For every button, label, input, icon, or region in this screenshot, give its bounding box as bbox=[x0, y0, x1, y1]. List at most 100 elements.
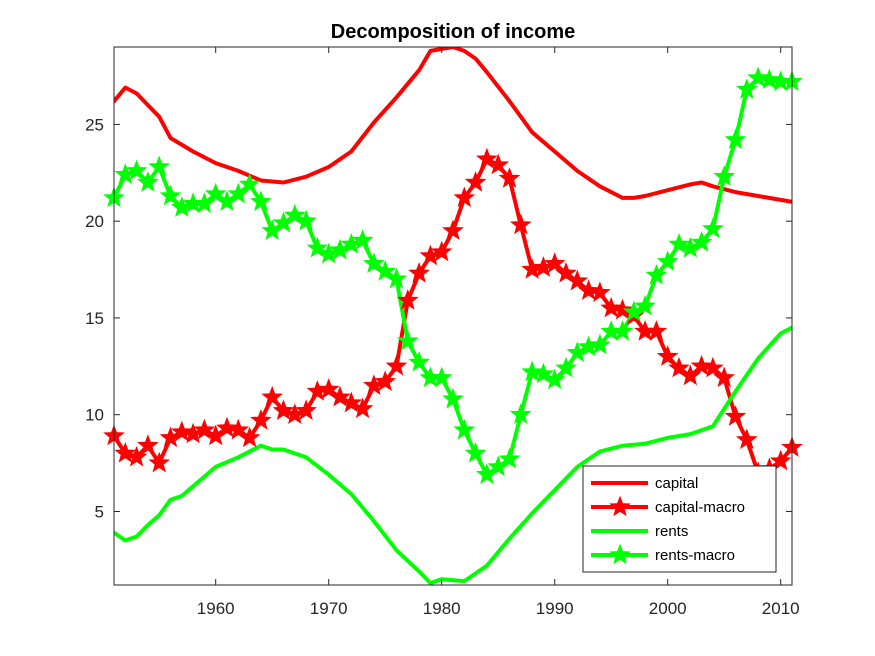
data-point-capital-macro bbox=[137, 434, 159, 455]
data-point-capital-macro bbox=[261, 385, 284, 407]
legend-entry: capital-macro bbox=[591, 495, 745, 517]
x-tick-label: 1960 bbox=[197, 599, 235, 618]
data-point-capital-macro bbox=[114, 441, 137, 463]
data-point-rents-macro bbox=[351, 229, 374, 250]
data-point-capital-macro bbox=[487, 153, 510, 175]
data-point-capital-macro bbox=[735, 428, 758, 450]
data-point-rents-macro bbox=[238, 172, 261, 194]
data-point-rents-macro bbox=[396, 329, 419, 351]
data-point-capital-macro bbox=[329, 385, 351, 407]
data-point-rents-macro bbox=[589, 333, 611, 355]
y-tick-label: 15 bbox=[85, 309, 104, 328]
data-point-rents-macro bbox=[408, 350, 430, 372]
data-point-rents-macro bbox=[159, 184, 182, 206]
data-point-capital-macro bbox=[498, 167, 521, 188]
data-point-capital-macro bbox=[453, 186, 476, 208]
data-point-capital-macro bbox=[724, 405, 747, 426]
data-point-capital-macro bbox=[656, 345, 679, 366]
x-tick-label: 1970 bbox=[310, 599, 348, 618]
data-point-capital-macro bbox=[566, 269, 589, 291]
data-point-rents-macro bbox=[702, 217, 724, 239]
data-point-rents-macro bbox=[363, 252, 385, 273]
data-point-rents-macro bbox=[430, 366, 453, 388]
data-point-capital-macro bbox=[408, 261, 430, 283]
data-point-rents-macro bbox=[747, 66, 769, 88]
data-point-rents-macro bbox=[148, 155, 171, 177]
data-point-capital-macro bbox=[509, 213, 532, 235]
legend-label: capital bbox=[655, 475, 698, 492]
y-tick-label: 25 bbox=[85, 115, 104, 134]
data-point-capital-macro bbox=[769, 449, 792, 471]
data-point-capital-macro bbox=[645, 320, 668, 341]
data-point-rents-macro bbox=[137, 171, 159, 192]
legend-label: rents-macro bbox=[655, 547, 735, 564]
data-point-capital-macro bbox=[295, 399, 317, 421]
data-point-rents-macro bbox=[724, 128, 747, 150]
series-line-rents-macro bbox=[114, 76, 792, 477]
chart-title: Decomposition of income bbox=[331, 21, 575, 43]
data-point-rents-macro bbox=[453, 418, 476, 440]
data-point-capital-macro bbox=[227, 418, 250, 440]
legend-label: capital-macro bbox=[655, 499, 745, 516]
data-point-rents-macro bbox=[645, 263, 668, 285]
data-point-capital-macro bbox=[351, 397, 374, 419]
legend-marker bbox=[609, 495, 631, 517]
data-point-capital-macro bbox=[193, 418, 216, 440]
data-point-rents-macro bbox=[442, 387, 464, 409]
series-line-capital bbox=[114, 47, 792, 204]
data-point-rents-macro bbox=[385, 267, 408, 289]
plot-area bbox=[103, 47, 803, 585]
data-point-capital-macro bbox=[340, 391, 363, 413]
legend-label: rents bbox=[655, 523, 688, 540]
data-point-capital-macro bbox=[555, 261, 577, 283]
data-point-capital-macro bbox=[430, 240, 453, 262]
x-tick-label: 1990 bbox=[536, 599, 574, 618]
data-point-rents-macro bbox=[125, 159, 148, 181]
data-point-capital-macro bbox=[170, 420, 193, 442]
x-tick-label: 2010 bbox=[762, 599, 800, 618]
data-point-rents-macro bbox=[543, 368, 566, 390]
data-point-capital-macro bbox=[442, 219, 464, 241]
x-tick-label: 2000 bbox=[649, 599, 687, 618]
data-point-rents-macro bbox=[295, 209, 317, 231]
data-point-capital-macro bbox=[250, 409, 272, 430]
data-point-capital-macro bbox=[216, 416, 238, 438]
data-point-capital-macro bbox=[272, 399, 295, 421]
legend-marker bbox=[609, 543, 631, 565]
data-point-rents-macro bbox=[283, 203, 306, 225]
data-point-capital-macro bbox=[600, 296, 623, 318]
legend: capital capital-macro rents rents-macro bbox=[582, 465, 777, 573]
data-point-rents-macro bbox=[668, 232, 690, 254]
y-tick-label: 20 bbox=[85, 212, 104, 231]
data-point-capital-macro bbox=[148, 451, 171, 473]
series-line-rents bbox=[114, 325, 792, 585]
data-point-capital-macro bbox=[690, 354, 713, 376]
axes-frame bbox=[113, 46, 793, 586]
data-point-capital-macro bbox=[713, 366, 736, 388]
data-point-rents-macro bbox=[250, 190, 272, 212]
legend-entry: rents bbox=[591, 523, 688, 540]
data-point-rents-macro bbox=[464, 441, 487, 463]
data-point-rents-macro bbox=[690, 231, 713, 252]
data-point-capital-macro bbox=[396, 289, 419, 310]
data-point-rents-macro bbox=[758, 68, 781, 90]
y-tick-label: 5 bbox=[95, 502, 104, 521]
legend-entry: rents-macro bbox=[591, 543, 735, 565]
x-tick-label: 1980 bbox=[423, 599, 461, 618]
data-point-rents-macro bbox=[656, 250, 679, 272]
data-point-capital-macro bbox=[238, 426, 261, 448]
data-point-rents-macro bbox=[204, 182, 227, 204]
data-point-capital-macro bbox=[577, 279, 600, 301]
data-point-capital-macro bbox=[543, 252, 566, 273]
data-point-rents-macro bbox=[521, 360, 543, 382]
data-point-capital-macro bbox=[374, 370, 397, 392]
data-point-rents-macro bbox=[555, 356, 577, 378]
data-point-rents-macro bbox=[735, 78, 758, 99]
data-point-capital-macro bbox=[589, 281, 611, 303]
axes: 1960 1970 1980 1990 2000 2010 5 10 15 20 25 bbox=[85, 46, 800, 618]
data-point-rents-macro bbox=[306, 236, 329, 258]
data-point-capital-macro bbox=[385, 354, 408, 376]
data-point-rents-macro bbox=[634, 294, 656, 316]
data-point-capital-macro bbox=[317, 378, 340, 399]
